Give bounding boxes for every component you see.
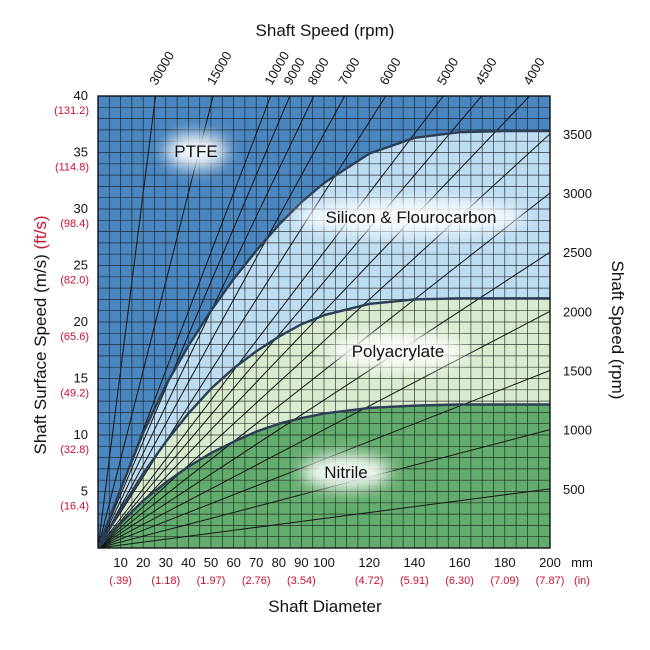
region-label-glow — [301, 455, 391, 489]
x-tick-label-in: (.39) — [109, 575, 132, 587]
region-label-ptfe: PTFE — [174, 142, 217, 161]
x-tick-label-in: (6.30) — [445, 575, 474, 587]
rpm-right-label: 1500 — [563, 364, 592, 379]
rpm-top-label: 30000 — [146, 49, 177, 88]
plot-clip-group — [98, 96, 550, 548]
x-tick-label: 140 — [404, 555, 426, 570]
x-tick-label: 160 — [449, 555, 471, 570]
y-tick-label-fts: (82.0) — [60, 275, 89, 287]
x-tick-label: 120 — [358, 555, 380, 570]
x-tick-label: 100 — [313, 555, 335, 570]
region-label-glow — [165, 134, 227, 168]
rpm-line-5000 — [98, 96, 444, 548]
rpm-line-2500 — [98, 251, 550, 548]
rpm-line-15000 — [98, 96, 214, 548]
y-tick-label: 15 — [74, 371, 88, 386]
plot-border — [97, 95, 551, 549]
rpm-line-6000 — [98, 96, 387, 548]
x-tick-label-in: (1.18) — [151, 575, 180, 587]
x-tick-label: 20 — [136, 555, 150, 570]
x-tick-label: 10 — [113, 555, 127, 570]
rpm-top-label: 4500 — [472, 55, 499, 88]
rpm-right-label: 2500 — [563, 245, 592, 260]
y-tick-label: 20 — [74, 314, 88, 329]
right-axis-title: Shaft Speed (rpm) — [608, 261, 627, 400]
region-label-polyacrylate: Polyacrylate — [352, 342, 445, 361]
rpm-right-label: 1000 — [563, 423, 592, 438]
y-tick-label-fts: (114.8) — [55, 162, 89, 174]
x-tick-label: 40 — [181, 555, 195, 570]
boundary-silicon-flourocarbon — [98, 129, 550, 548]
top-axis-title: Shaft Speed (rpm) — [256, 21, 395, 40]
x-tick-label-in: (3.54) — [287, 575, 316, 587]
rpm-line-500 — [98, 488, 550, 548]
x-tick-label-in: (4.72) — [355, 575, 384, 587]
x-axis-title: Shaft Diameter — [268, 597, 382, 616]
rpm-line-3000 — [98, 192, 550, 548]
y-tick-label: 25 — [74, 258, 88, 273]
y-tick-label-fts: (65.6) — [60, 331, 89, 343]
x-tick-label: 80 — [272, 555, 286, 570]
y-tick-label-fts: (98.4) — [60, 218, 89, 230]
rpm-lines — [98, 96, 550, 548]
left-axis-title: Shaft Surface Speed (m/s) (ft/s) — [31, 215, 50, 454]
rpm-top-label: 4000 — [520, 55, 547, 88]
rpm-top-label: 7000 — [335, 55, 362, 88]
rpm-top-label: 8000 — [304, 55, 331, 88]
x-tick-label-in: (7.87) — [536, 575, 565, 587]
rpm-right-label: 3500 — [563, 127, 592, 142]
x-unit-mm: mm — [571, 555, 593, 570]
plot-area: PTFE Silicon & Flourocarbon Polyacrylate Ni… — [97, 95, 551, 549]
y-tick-label-fts: (32.8) — [60, 444, 89, 456]
region-label-nitrile: Nitrile — [324, 463, 367, 482]
left-axis-title-unit: (ft/s) — [31, 215, 50, 249]
rpm-line-8000 — [98, 96, 315, 548]
region-label-silicon-flourocarbon: Silicon & Flourocarbon — [325, 208, 496, 227]
y-tick-label: 5 — [81, 484, 88, 499]
rpm-top-label: 5000 — [434, 55, 461, 88]
x-tick-label: 180 — [494, 555, 516, 570]
y-tick-label: 10 — [74, 427, 88, 442]
rpm-right-label: 2000 — [563, 304, 592, 319]
rpm-line-7000 — [98, 96, 346, 548]
rpm-right-label: 3000 — [563, 186, 592, 201]
x-tick-label: 30 — [159, 555, 173, 570]
boundary-nitrile — [98, 403, 550, 548]
boundary-polyacrylate — [98, 297, 550, 548]
x-tick-label: 90 — [294, 555, 308, 570]
region-label-glow — [295, 200, 527, 234]
y-tick-label: 35 — [74, 145, 88, 160]
rpm-top-label: 6000 — [376, 55, 403, 88]
x-tick-label: 70 — [249, 555, 263, 570]
rpm-line-30000 — [98, 96, 157, 548]
region-label-glow — [329, 334, 467, 368]
rpm-line-2000 — [98, 310, 550, 548]
x-tick-label-in: (5.91) — [400, 575, 429, 587]
rpm-right-label: 500 — [563, 482, 585, 497]
x-tick-label: 50 — [204, 555, 218, 570]
rpm-line-1000 — [98, 429, 550, 548]
x-tick-label-in: (7.09) — [490, 575, 519, 587]
x-tick-label: 200 — [539, 555, 561, 570]
y-tick-label: 30 — [74, 201, 88, 216]
rpm-line-9000 — [98, 96, 291, 548]
x-unit-in: (in) — [574, 575, 590, 587]
rpm-top-label: 15000 — [204, 49, 235, 88]
x-tick-label: 60 — [226, 555, 240, 570]
x-tick-label-in: (1.97) — [197, 575, 226, 587]
rpm-line-4000 — [98, 96, 530, 548]
y-tick-label-fts: (49.2) — [60, 388, 89, 400]
x-tick-label-in: (2.76) — [242, 575, 271, 587]
y-tick-label: 40 — [74, 88, 88, 103]
y-tick-label-fts: (16.4) — [60, 501, 89, 513]
y-tick-label-fts: (131.2) — [54, 105, 89, 117]
rpm-line-4500 — [98, 96, 483, 548]
left-axis-title-text: Shaft Surface Speed (m/s) — [31, 249, 50, 454]
